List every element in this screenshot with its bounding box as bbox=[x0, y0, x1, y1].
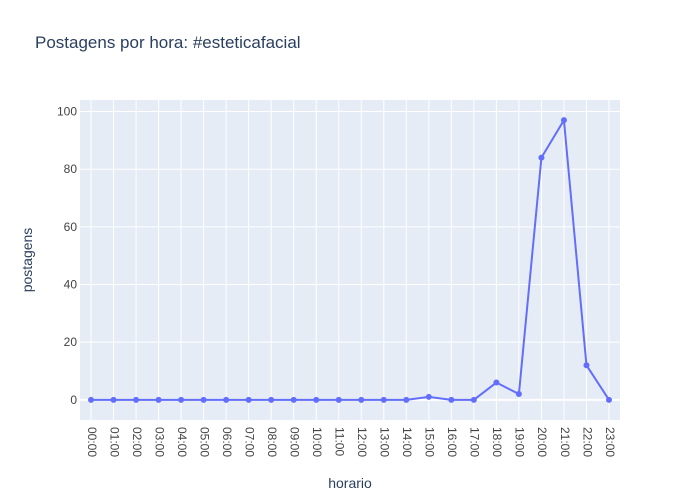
y-tick-label: 0 bbox=[70, 393, 77, 407]
x-tick-labels: 00:00 01:00 02:00 03:00 04:00 05:00 06:00 07:00… bbox=[85, 427, 617, 457]
x-tick-label: 10:00 bbox=[310, 427, 324, 457]
data-point bbox=[515, 391, 522, 398]
data-point bbox=[380, 396, 387, 403]
y-tick-label: 60 bbox=[64, 220, 78, 234]
y-tick-label: 100 bbox=[57, 105, 77, 119]
data-point bbox=[133, 396, 140, 403]
x-tick-label: 03:00 bbox=[152, 427, 166, 457]
data-point bbox=[88, 396, 95, 403]
data-point bbox=[223, 396, 230, 403]
x-tick-label: 06:00 bbox=[220, 427, 234, 457]
x-tick-label: 13:00 bbox=[378, 427, 392, 457]
y-axis-label: postagens bbox=[19, 228, 35, 293]
data-point bbox=[470, 396, 477, 403]
data-point bbox=[448, 396, 455, 403]
x-tick-label: 12:00 bbox=[355, 427, 369, 457]
data-point bbox=[538, 154, 545, 161]
data-point bbox=[583, 362, 590, 369]
data-point bbox=[493, 379, 500, 386]
x-tick-label: 23:00 bbox=[603, 427, 617, 457]
x-tick-label: 00:00 bbox=[85, 427, 99, 457]
y-tick-label: 20 bbox=[64, 335, 78, 349]
x-axis-label: horario bbox=[328, 475, 372, 491]
grid-lines bbox=[80, 100, 620, 420]
y-tick-labels: 0 20 40 60 80 100 bbox=[57, 105, 77, 407]
data-point bbox=[403, 396, 410, 403]
x-tick-label: 22:00 bbox=[580, 427, 594, 457]
data-point bbox=[200, 396, 207, 403]
data-point bbox=[358, 396, 365, 403]
x-tick-label: 05:00 bbox=[197, 427, 211, 457]
data-point bbox=[245, 396, 252, 403]
x-tick-label: 16:00 bbox=[445, 427, 459, 457]
y-tick-label: 80 bbox=[64, 162, 78, 176]
x-tick-label: 18:00 bbox=[490, 427, 504, 457]
data-point bbox=[335, 396, 342, 403]
data-point bbox=[155, 396, 162, 403]
x-tick-label: 11:00 bbox=[333, 427, 347, 456]
x-tick-label: 09:00 bbox=[288, 427, 302, 457]
data-point bbox=[313, 396, 320, 403]
data-point bbox=[178, 396, 185, 403]
x-tick-label: 19:00 bbox=[513, 427, 527, 457]
data-point bbox=[110, 396, 117, 403]
data-points bbox=[88, 117, 612, 403]
x-tick-label: 21:00 bbox=[558, 427, 572, 457]
x-tick-label: 08:00 bbox=[265, 427, 279, 457]
x-tick-label: 02:00 bbox=[130, 427, 144, 457]
data-point bbox=[290, 396, 297, 403]
chart-title: Postagens por hora: #esteticafacial bbox=[35, 33, 301, 52]
x-tick-label: 15:00 bbox=[423, 427, 437, 457]
data-point bbox=[425, 393, 432, 400]
data-point bbox=[605, 396, 612, 403]
x-tick-label: 17:00 bbox=[468, 427, 482, 457]
data-point bbox=[560, 117, 567, 124]
x-tick-label: 14:00 bbox=[400, 427, 414, 457]
x-tick-label: 07:00 bbox=[242, 427, 256, 457]
x-tick-label: 04:00 bbox=[175, 427, 189, 457]
series-line bbox=[91, 117, 610, 401]
y-tick-label: 40 bbox=[64, 278, 78, 292]
plot-background bbox=[80, 100, 620, 420]
data-point bbox=[268, 396, 275, 403]
x-tick-label: 01:00 bbox=[107, 427, 121, 457]
x-tick-label: 20:00 bbox=[535, 427, 549, 457]
